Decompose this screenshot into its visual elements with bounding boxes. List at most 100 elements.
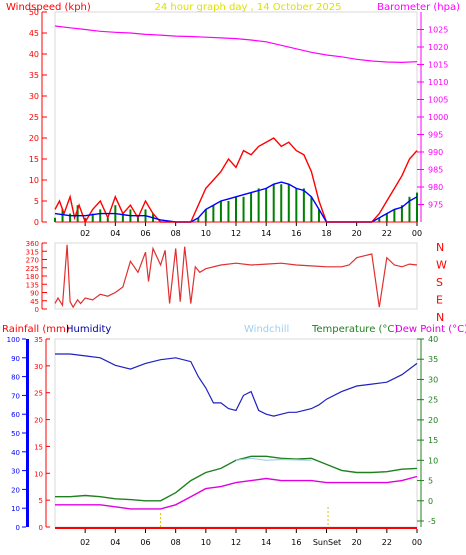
wind-tick-label: 25 — [29, 113, 39, 122]
direction-tick-label: 0 — [35, 306, 39, 314]
x-tick-label: 04 — [110, 229, 120, 238]
sunset-label: Set — [328, 538, 341, 547]
x-tick-label: 14 — [261, 538, 271, 547]
rain-tick-label: 15 — [34, 443, 43, 451]
x-tick-label: 08 — [171, 229, 181, 238]
x-tick-label: 10 — [201, 229, 211, 238]
wind-axis-title: Windspeed (kph) — [6, 2, 91, 13]
wind-tick-label: 0 — [34, 218, 39, 227]
rain-tick-label: 10 — [34, 470, 43, 478]
baro-tick-label: 980 — [428, 183, 443, 192]
humidity-axis-bar — [26, 339, 29, 527]
x-tick-label: 02 — [80, 229, 90, 238]
humidity-tick-label: 90 — [11, 355, 20, 363]
x-tick-label: 18 — [321, 229, 331, 238]
direction-tick-label: 180 — [26, 273, 39, 281]
baro-tick-label: 1005 — [428, 96, 448, 105]
baro-tick-label: 1025 — [428, 26, 448, 35]
wind-plot-frame — [54, 11, 418, 223]
wind-tick-label: 40 — [29, 50, 39, 59]
rain-tick-label: 35 — [34, 336, 43, 344]
x-tick-label: 20 — [352, 538, 362, 547]
x-tick-label: 22 — [382, 229, 392, 238]
x-tick-label: 06 — [140, 538, 150, 547]
x-tick-label: 12 — [231, 538, 241, 547]
humidity-tick-label: 50 — [11, 430, 20, 438]
wind-tick-label: 45 — [29, 29, 39, 38]
humidity-tick-label: 70 — [11, 392, 20, 400]
x-tick-label: 16 — [291, 538, 301, 547]
direction-tick-label: 360 — [26, 240, 39, 248]
x-tick-label: 14 — [261, 229, 271, 238]
direction-tick-label: 135 — [26, 281, 39, 289]
baro-tick-label: 975 — [428, 201, 443, 210]
humidity-tick-label: 80 — [11, 374, 20, 382]
x-tick-label: 16 — [291, 229, 301, 238]
x-tick-label: 20 — [352, 229, 362, 238]
humidity-tick-label: 20 — [11, 486, 20, 494]
sunrise-label: Sun — [313, 538, 328, 547]
wind-tick-label: 35 — [29, 71, 39, 80]
x-tick-label: 00 — [412, 229, 422, 238]
dewpoint-legend: Dew Point (°C) — [395, 324, 466, 335]
temp-tick-label: 20 — [428, 416, 438, 425]
baro-axis-title: Barometer (hpa) — [377, 2, 460, 13]
baro-tick-label: 1010 — [428, 78, 448, 87]
direction-tick-label: 270 — [26, 257, 39, 265]
direction-series-line — [54, 244, 418, 309]
dewpoint-series-line — [55, 475, 418, 510]
wind-tick-label: 10 — [29, 176, 39, 185]
humidity-tick-label: 100 — [7, 336, 20, 344]
direction-tick-label: 225 — [26, 265, 39, 273]
humidity-legend: Humidity — [66, 324, 111, 335]
baro-tick-label: 1015 — [428, 61, 448, 70]
chart-title: 24 hour graph day , 14 October 2025 — [155, 2, 342, 13]
windchill-series-line — [235, 457, 312, 461]
wind-tick-label: 20 — [29, 134, 39, 143]
humidity-series-line — [55, 353, 418, 417]
temp-tick-label: 40 — [428, 335, 438, 344]
rain-tick-label: 20 — [34, 417, 43, 425]
temp-tick-label: 10 — [428, 456, 438, 465]
compass-label: S — [436, 276, 443, 289]
wind-tick-label: 15 — [29, 155, 39, 164]
wind-tick-label: 5 — [34, 197, 39, 206]
baro-tick-label: 1000 — [428, 113, 448, 122]
rain-tick-label: 5 — [39, 497, 43, 505]
x-tick-label: 22 — [382, 538, 392, 547]
rain-tick-label: 30 — [34, 363, 43, 371]
compass-label: N — [436, 241, 444, 254]
temperature-legend: Temperature (°C) — [311, 324, 398, 335]
x-tick-label: 02 — [80, 538, 90, 547]
temp-tick-label: 0 — [428, 497, 433, 506]
rain-tick-label: 0 — [39, 524, 43, 532]
direction-tick-label: 90 — [30, 290, 39, 298]
temp-tick-label: -5 — [428, 517, 436, 526]
x-tick-label: 10 — [201, 538, 211, 547]
barometer-series-line — [54, 25, 418, 64]
x-tick-label: 12 — [231, 229, 241, 238]
direction-plot-frame — [54, 242, 418, 310]
x-tick-label: 06 — [140, 229, 150, 238]
humidity-tick-label: 40 — [11, 449, 20, 457]
x-tick-label: 08 — [171, 538, 181, 547]
wind-tick-label: 50 — [29, 8, 39, 17]
humidity-tick-label: 60 — [11, 411, 20, 419]
temp-tick-label: 15 — [428, 436, 438, 445]
temp-plot-frame — [54, 338, 418, 528]
compass-label: N — [436, 311, 444, 324]
windchill-legend: Windchill — [244, 324, 289, 335]
humidity-tick-label: 0 — [16, 524, 20, 532]
compass-label: W — [436, 259, 447, 272]
humidity-tick-label: 30 — [11, 468, 20, 476]
x-tick-label: 00 — [412, 538, 422, 547]
baro-tick-label: 990 — [428, 148, 443, 157]
temp-tick-label: 25 — [428, 396, 438, 405]
compass-label: E — [436, 294, 443, 307]
rainfall-legend: Rainfall (mm) — [2, 324, 70, 335]
humidity-tick-label: 10 — [11, 505, 20, 513]
temp-tick-label: 35 — [428, 355, 438, 364]
direction-tick-label: 315 — [26, 248, 39, 256]
